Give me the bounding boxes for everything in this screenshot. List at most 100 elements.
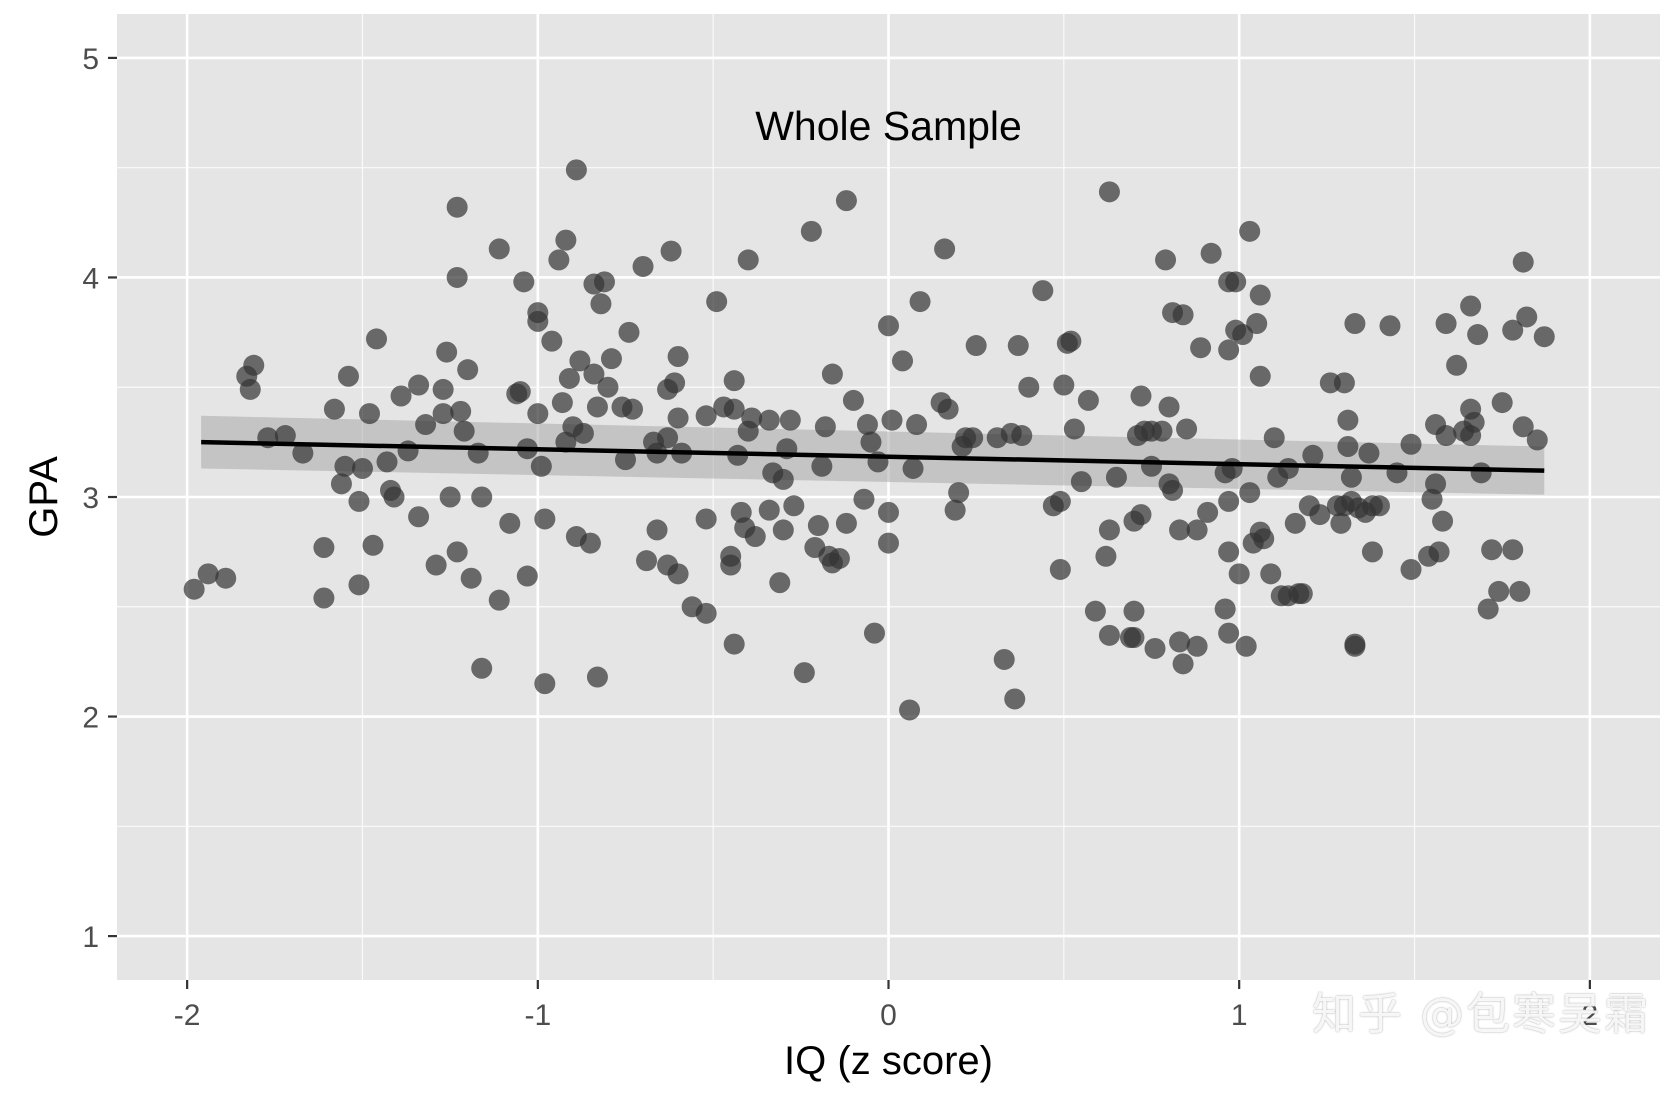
data-point bbox=[1512, 416, 1534, 438]
data-point bbox=[878, 315, 899, 337]
data-point bbox=[1095, 545, 1117, 567]
data-point bbox=[1460, 295, 1482, 317]
data-point bbox=[513, 271, 535, 293]
data-point bbox=[1379, 315, 1401, 337]
data-point bbox=[1477, 598, 1499, 620]
data-point bbox=[1333, 372, 1355, 394]
data-point bbox=[1435, 425, 1457, 447]
data-point bbox=[239, 378, 261, 400]
data-point bbox=[758, 409, 780, 431]
data-point bbox=[1123, 600, 1145, 622]
data-point bbox=[695, 508, 717, 530]
data-point bbox=[362, 534, 384, 556]
data-point bbox=[446, 541, 468, 563]
data-point bbox=[397, 440, 419, 462]
data-point bbox=[1053, 374, 1075, 396]
data-point bbox=[593, 271, 615, 293]
data-point bbox=[1463, 411, 1485, 433]
data-point bbox=[906, 414, 928, 436]
data-point bbox=[534, 673, 556, 695]
data-point bbox=[835, 190, 857, 212]
data-point bbox=[1214, 598, 1236, 620]
data-point bbox=[569, 350, 591, 372]
data-point bbox=[1218, 490, 1240, 512]
data-point bbox=[1446, 354, 1468, 376]
data-point bbox=[1533, 326, 1555, 348]
data-point bbox=[292, 442, 314, 464]
data-point bbox=[1526, 429, 1548, 451]
x-tick-label: -2 bbox=[174, 999, 201, 1032]
data-point bbox=[1425, 473, 1447, 495]
data-point bbox=[1018, 376, 1040, 398]
data-point bbox=[800, 220, 822, 242]
data-point bbox=[471, 657, 493, 679]
data-point bbox=[614, 449, 636, 471]
data-point bbox=[1302, 444, 1324, 466]
x-tick-label: 2 bbox=[1582, 999, 1599, 1032]
data-point bbox=[632, 255, 654, 277]
data-point bbox=[1263, 427, 1285, 449]
data-point bbox=[1368, 495, 1390, 517]
data-point bbox=[1070, 471, 1092, 493]
data-point bbox=[1200, 242, 1222, 264]
data-point bbox=[720, 554, 742, 576]
data-point bbox=[425, 554, 447, 576]
data-point bbox=[646, 519, 668, 541]
chart-title: Whole Sample bbox=[755, 103, 1022, 149]
data-point bbox=[1502, 539, 1524, 561]
data-point bbox=[1186, 635, 1208, 657]
data-point bbox=[1291, 583, 1313, 605]
data-point bbox=[499, 512, 521, 534]
data-point bbox=[948, 482, 970, 504]
data-point bbox=[471, 486, 493, 508]
data-point bbox=[1063, 418, 1085, 440]
data-point bbox=[243, 354, 265, 376]
data-point bbox=[965, 335, 987, 357]
data-point bbox=[337, 365, 359, 387]
data-point bbox=[274, 425, 296, 447]
data-point bbox=[814, 416, 836, 438]
data-point bbox=[334, 455, 356, 477]
y-tick-label: 2 bbox=[82, 702, 99, 735]
data-point bbox=[453, 420, 475, 442]
data-point bbox=[878, 501, 899, 523]
data-point bbox=[881, 409, 903, 431]
data-point bbox=[723, 633, 745, 655]
data-point bbox=[695, 405, 717, 427]
data-point bbox=[758, 499, 780, 521]
data-point bbox=[1400, 433, 1422, 455]
data-point bbox=[856, 414, 878, 436]
data-point bbox=[962, 427, 984, 449]
data-point bbox=[1330, 512, 1352, 534]
data-point bbox=[1158, 396, 1180, 418]
data-point bbox=[1337, 436, 1359, 458]
y-tick-label: 4 bbox=[82, 262, 99, 295]
data-point bbox=[432, 403, 454, 425]
data-point bbox=[821, 363, 843, 385]
data-point bbox=[215, 567, 237, 589]
data-point bbox=[1032, 280, 1054, 302]
data-point bbox=[408, 374, 430, 396]
data-point bbox=[1509, 580, 1531, 602]
data-point bbox=[1151, 420, 1173, 442]
data-point bbox=[811, 455, 833, 477]
data-point bbox=[351, 457, 373, 479]
data-point bbox=[723, 370, 745, 392]
data-point bbox=[183, 578, 205, 600]
data-point bbox=[1428, 541, 1450, 563]
data-point bbox=[772, 519, 794, 541]
data-point bbox=[558, 367, 580, 389]
data-point bbox=[618, 321, 640, 343]
data-point bbox=[1049, 490, 1071, 512]
y-tick-label: 5 bbox=[82, 43, 99, 76]
data-point bbox=[723, 398, 745, 420]
data-point bbox=[1190, 337, 1212, 359]
data-point bbox=[1186, 519, 1208, 541]
data-point bbox=[1144, 637, 1166, 659]
data-point bbox=[1105, 466, 1127, 488]
data-point bbox=[807, 515, 829, 537]
data-point bbox=[457, 359, 479, 381]
data-point bbox=[622, 398, 644, 420]
data-point bbox=[551, 392, 573, 414]
data-point bbox=[667, 345, 689, 367]
